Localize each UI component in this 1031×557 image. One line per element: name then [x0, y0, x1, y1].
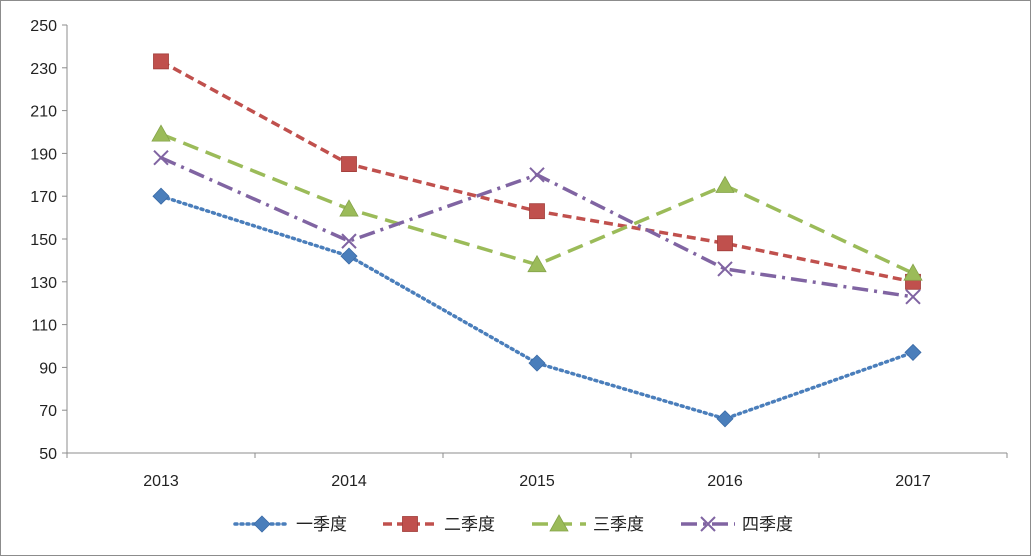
y-tick-label: 250: [30, 18, 57, 35]
legend-marker-icon: [402, 516, 418, 532]
series-lines: [151, 53, 923, 428]
legend-marker-icon: [700, 516, 716, 532]
data-point-marker: [341, 156, 357, 173]
series-3: [151, 124, 923, 281]
y-tick-label: 110: [31, 318, 57, 335]
y-tick-label: 210: [30, 104, 57, 121]
data-point-marker: [527, 254, 547, 273]
series-1: [152, 187, 922, 428]
legend-marker-icon: [549, 514, 569, 532]
data-point-marker: [341, 233, 357, 249]
data-point-marker: [905, 289, 921, 305]
data-point-marker: [153, 53, 169, 70]
data-point-marker: [151, 124, 171, 142]
legend-label: 三季度: [593, 515, 644, 535]
data-point-marker: [717, 261, 733, 277]
legend-marker-icon: [253, 515, 271, 533]
data-point-marker: [153, 149, 169, 166]
data-point-marker: [339, 199, 359, 217]
legend-label: 一季度: [296, 515, 347, 535]
y-tick-label: 70: [39, 403, 57, 420]
x-tick-label: 2014: [331, 473, 367, 490]
data-point-marker: [528, 354, 546, 372]
data-point-marker: [716, 410, 734, 428]
y-tick-label: 50: [39, 446, 57, 463]
data-point-marker: [529, 203, 545, 220]
series-4: [153, 149, 921, 305]
y-tick-label: 150: [30, 232, 57, 249]
data-point-marker: [152, 187, 170, 205]
legend-item: 二季度: [383, 515, 495, 535]
x-tick-label: 2015: [519, 473, 555, 490]
x-axis-ticks: 2013 2014 2015 2016 2017: [66, 453, 1008, 490]
x-tick-label: 2017: [895, 473, 931, 490]
axes: [66, 25, 1007, 454]
legend-item: 一季度: [233, 515, 347, 535]
series-2: [153, 53, 921, 290]
data-point-marker: [715, 175, 735, 193]
x-tick-label: 2013: [143, 473, 179, 490]
data-point-marker: [904, 343, 922, 361]
legend-label: 四季度: [742, 515, 793, 535]
y-tick-label: 230: [30, 61, 57, 78]
x-tick-label: 2016: [707, 473, 743, 490]
data-point-marker: [340, 247, 358, 265]
legend: 一季度 二季度 三季度 四季度: [233, 514, 793, 535]
legend-item: 四季度: [681, 515, 793, 535]
series-line: [160, 59, 914, 284]
data-point-marker: [717, 235, 733, 252]
legend-label: 二季度: [444, 515, 495, 535]
y-tick-label: 90: [39, 360, 57, 377]
y-tick-label: 190: [30, 146, 57, 163]
y-tick-label: 170: [30, 189, 57, 206]
series-line: [159, 194, 915, 421]
data-point-marker: [529, 167, 545, 183]
y-axis-ticks: 50 70 90 110 130 150 170 190 210 230 250: [30, 18, 67, 463]
data-point-marker: [903, 263, 923, 281]
y-tick-label: 130: [30, 275, 57, 292]
legend-item: 三季度: [532, 514, 644, 535]
